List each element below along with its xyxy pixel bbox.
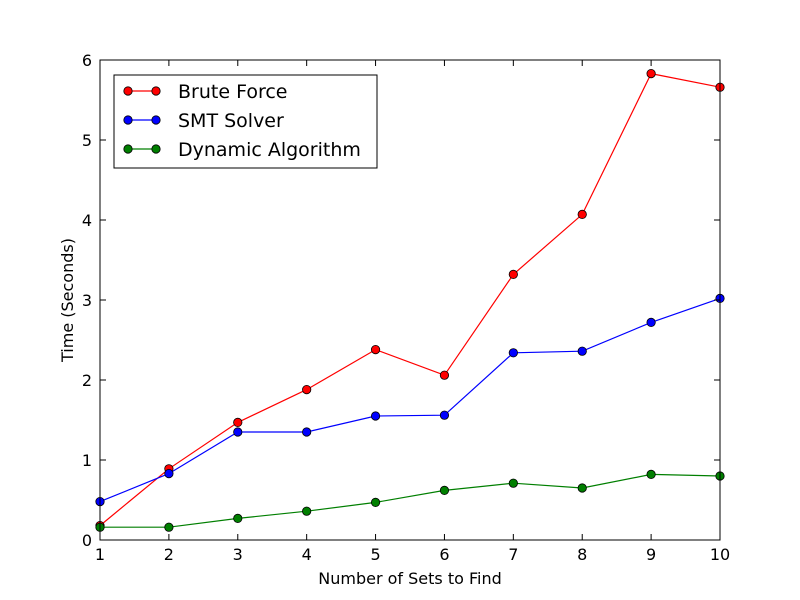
x-tick-label: 8 — [577, 545, 587, 564]
data-point — [577, 483, 587, 493]
x-tick-label: 10 — [710, 545, 730, 564]
legend-label: Dynamic Algorithm — [178, 139, 361, 161]
x-tick-label: 1 — [95, 545, 105, 564]
data-point — [370, 411, 381, 421]
data-point — [508, 348, 518, 358]
data-point — [439, 485, 450, 495]
data-point — [508, 478, 518, 488]
legend-marker — [123, 115, 133, 125]
data-point — [164, 468, 174, 479]
data-point — [646, 69, 656, 79]
data-point — [370, 497, 381, 507]
x-tick-label: 9 — [646, 545, 656, 564]
series-3 — [95, 469, 725, 532]
series-line — [99, 72, 721, 527]
x-tick-label: 3 — [233, 545, 243, 564]
y-tick-label: 2 — [82, 371, 92, 390]
data-point — [646, 469, 656, 479]
legend-item: SMT Solver — [123, 110, 284, 132]
legend-label: Brute Force — [178, 81, 287, 103]
x-tick-label: 6 — [439, 545, 449, 564]
y-axis-label: Time (Seconds) — [58, 238, 77, 363]
data-point — [302, 384, 312, 395]
x-tick-label: 2 — [164, 545, 174, 564]
x-tick-label: 7 — [508, 545, 518, 564]
data-point — [370, 344, 381, 355]
legend-marker — [151, 115, 161, 125]
data-point — [302, 506, 312, 516]
x-tick-label: 5 — [370, 545, 380, 564]
legend-marker — [151, 86, 161, 96]
legend-marker — [123, 86, 133, 96]
data-point — [233, 427, 243, 437]
data-point — [646, 317, 656, 327]
y-tick-label: 3 — [82, 291, 92, 310]
data-point — [577, 346, 587, 356]
data-point — [439, 370, 450, 380]
legend-item: Dynamic Algorithm — [123, 139, 361, 161]
series-layer — [95, 69, 725, 532]
data-point — [439, 410, 450, 420]
y-tick-label: 6 — [82, 51, 92, 70]
legend: Brute Force SMT Solver Dynamic Algorithm — [113, 74, 378, 169]
legend-label: SMT Solver — [178, 110, 284, 132]
x-tick-label: 4 — [302, 545, 312, 564]
data-point — [164, 522, 174, 532]
y-tick-label: 5 — [82, 131, 92, 150]
series-line — [99, 297, 721, 503]
data-point — [577, 209, 587, 219]
data-point — [233, 417, 243, 427]
legend-item: Brute Force — [123, 81, 287, 103]
legend-marker — [151, 144, 161, 154]
data-point — [302, 427, 312, 437]
x-axis-label: Number of Sets to Find — [318, 569, 502, 588]
y-tick-label: 4 — [82, 211, 92, 230]
data-point — [508, 269, 518, 279]
y-tick-label: 0 — [82, 531, 92, 550]
y-tick-label: 1 — [82, 451, 92, 470]
series-line — [100, 473, 721, 528]
legend-marker — [123, 144, 133, 154]
data-point — [233, 513, 243, 524]
